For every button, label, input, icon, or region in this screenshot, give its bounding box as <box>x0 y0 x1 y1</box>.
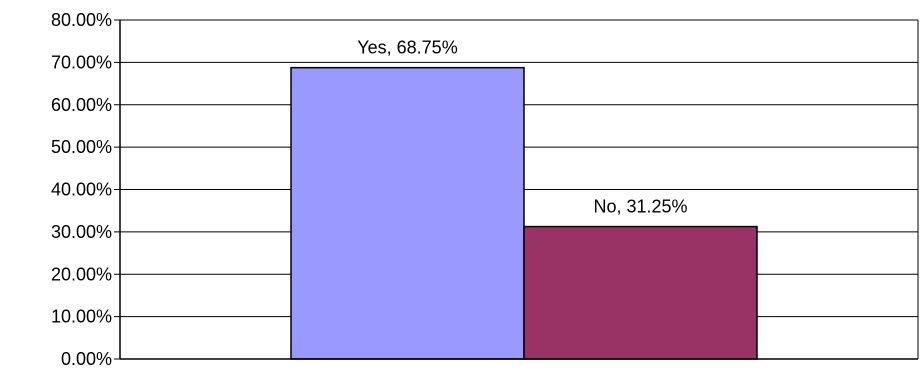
y-tick-label: 30.00% <box>51 222 112 242</box>
bar-yes <box>290 66 525 360</box>
y-tick-label: 80.00% <box>51 10 112 30</box>
y-tick-label: 70.00% <box>51 52 112 72</box>
y-tick-label: 60.00% <box>51 95 112 115</box>
y-tick-label: 40.00% <box>51 180 112 200</box>
y-tick-labels: 0.00% 10.00% 20.00% 30.00% 40.00% 50.00% 60.00… <box>51 10 112 369</box>
axes <box>114 19 919 360</box>
y-tick-label: 20.00% <box>51 264 112 284</box>
bar-no <box>523 225 758 360</box>
bars <box>290 66 758 360</box>
data-labels: Yes, 68.75% No, 31.25% <box>357 38 687 217</box>
data-label-yes: Yes, 68.75% <box>357 38 457 58</box>
y-tick-label: 50.00% <box>51 137 112 157</box>
data-label-no: No, 31.25% <box>593 197 687 217</box>
y-tick-label: 10.00% <box>51 307 112 327</box>
y-tick-label: 0.00% <box>61 349 112 369</box>
